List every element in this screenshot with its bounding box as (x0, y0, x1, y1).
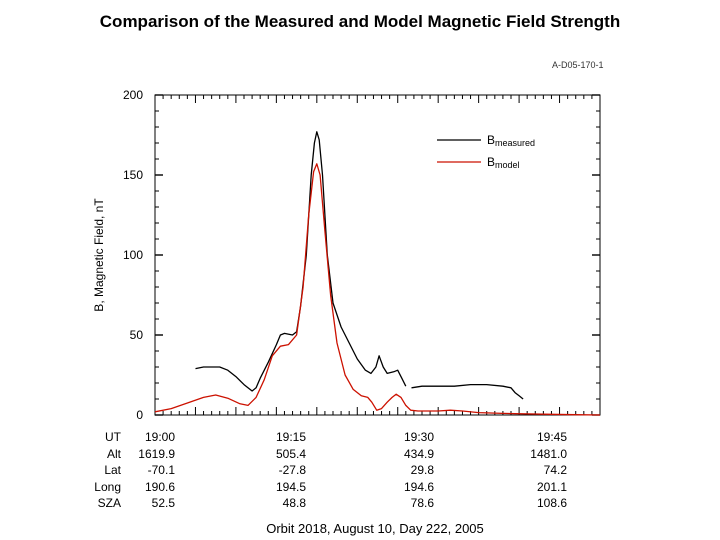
figure-id: A-D05-170-1 (552, 60, 604, 70)
table-row-label: Alt (107, 447, 122, 461)
table-cell: 108.6 (537, 496, 567, 510)
legend-label-measured: Bmeasured (487, 133, 535, 148)
x-axis-label: Orbit 2018, August 10, Day 222, 2005 (266, 521, 484, 536)
table-cell: 434.9 (404, 447, 434, 461)
table-cell: 74.2 (544, 463, 568, 477)
table-cell: 19:00 (145, 430, 175, 444)
table-cell: 78.6 (411, 496, 435, 510)
y-tick-label: 100 (123, 248, 143, 262)
table-cell: 1481.0 (530, 447, 567, 461)
table-cell: 1619.9 (138, 447, 175, 461)
table-cell: 190.6 (145, 480, 175, 494)
y-axis-label: B, Magnetic Field, nT (92, 198, 106, 312)
table-cell: 19:45 (537, 430, 567, 444)
page-title: Comparison of the Measured and Model Mag… (99, 12, 621, 31)
y-tick-label: 0 (136, 408, 143, 422)
series-line-measured (411, 383, 524, 400)
series-line-model (154, 163, 601, 416)
table-cell: -27.8 (279, 463, 307, 477)
table-cell: 29.8 (411, 463, 435, 477)
table-cell: 201.1 (537, 480, 567, 494)
y-tick-label: 50 (130, 328, 144, 342)
table-cell: 19:30 (404, 430, 434, 444)
table-row-label: Lat (104, 463, 121, 477)
table-row-label: SZA (98, 496, 121, 510)
table-cell: -70.1 (148, 463, 176, 477)
table-cell: 48.8 (283, 496, 307, 510)
y-tick-label: 150 (123, 168, 143, 182)
series-line-measured (195, 131, 407, 392)
table-row-label: Long (94, 480, 121, 494)
table-cell: 505.4 (276, 447, 306, 461)
table-row-label: UT (105, 430, 122, 444)
table-cell: 194.5 (276, 480, 306, 494)
table-cell: 194.6 (404, 480, 434, 494)
table-cell: 19:15 (276, 430, 306, 444)
y-tick-label: 200 (123, 88, 143, 102)
table-cell: 52.5 (152, 496, 176, 510)
legend-label-model: Bmodel (487, 155, 520, 170)
